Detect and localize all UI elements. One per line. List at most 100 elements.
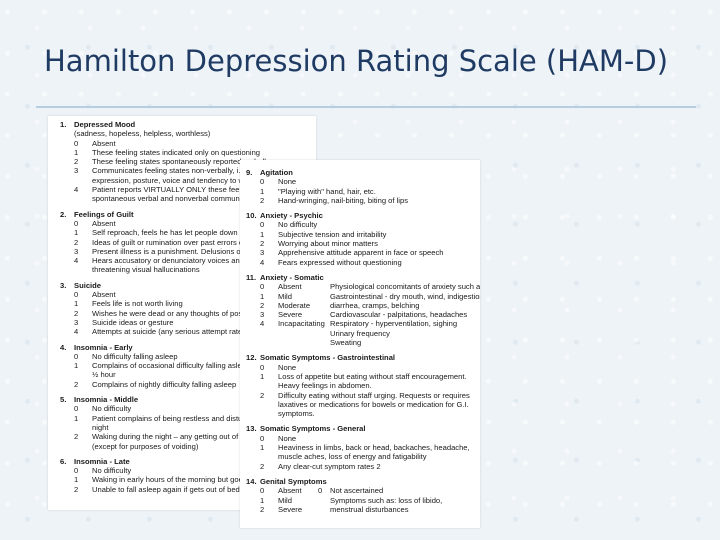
score-option: 4 Incapacitating Respiratory - hyperventil…	[246, 319, 480, 328]
score-value: 0	[260, 282, 265, 292]
score-value: 4	[74, 327, 79, 337]
score-description: Fears expressed without questioning	[278, 257, 402, 267]
score-option: 2 Moderate diarrhea, cramps, belching	[246, 301, 480, 310]
score-value: 1	[260, 186, 265, 196]
score-option: 1 Feels life is not worth living	[60, 299, 316, 308]
score-value: 4	[74, 256, 79, 266]
score-option: 4 Fears expressed without questioning	[246, 258, 480, 267]
score-option: 0 No difficulty	[246, 220, 480, 229]
score-value: 2	[74, 157, 79, 167]
item-heading: 14. Genital Symptoms	[246, 477, 480, 486]
scale-item: 2. Feelings of Guilt 0 Absent 1 Self reproach…	[60, 210, 316, 275]
score-value-alt	[318, 505, 330, 514]
score-description-cont: spontaneous verbal and nonverbal communi…	[92, 194, 262, 204]
score-option: 2 Wishes he were dead or any thoughts of …	[60, 309, 316, 318]
score-value: 2	[260, 239, 265, 249]
score-value: 0	[74, 218, 79, 228]
item-heading: 1. Depressed Mood	[60, 120, 316, 129]
score-value: 3	[260, 310, 265, 320]
score-label: Moderate	[278, 300, 311, 310]
scale-item: 13. Somatic Symptoms - General 0 None 1 Heavi…	[246, 424, 480, 470]
score-description: Absent	[92, 218, 116, 228]
score-option: 1 Mild Gastrointestinal - dry mouth, wind,…	[246, 292, 480, 301]
scale-item: 1. Depressed Mood (sadness, hopeless, help…	[60, 120, 316, 204]
score-description: None	[278, 433, 297, 443]
score-value: 0	[260, 362, 265, 372]
score-option: 2 Ideas of guilt or rumination over past …	[60, 238, 316, 247]
score-option: 1 Waking in early hours of the morning bu…	[60, 475, 316, 484]
item-number: 2.	[60, 209, 67, 219]
score-description: Absent	[92, 138, 116, 148]
score-description: Not ascertained	[330, 486, 384, 496]
score-description: No difficulty	[92, 466, 132, 476]
score-description: Present illness is a punishment. Delusio…	[92, 246, 259, 256]
score-option: 2 Worrying about minor matters	[246, 239, 480, 248]
score-option: 4 Attempts at suicide (any serious attemp…	[60, 327, 316, 336]
score-description: No difficulty	[92, 404, 132, 414]
item-number: 6.	[60, 456, 67, 466]
scale-item: 12. Somatic Symptoms - Gastrointestinal 0 N…	[246, 353, 480, 418]
score-description: Waking in early hours of the morning but…	[92, 475, 294, 485]
score-value: 4	[260, 319, 265, 329]
item-heading: 9. Agitation	[246, 168, 480, 177]
score-option: 2 Difficulty eating without staff urging.…	[246, 391, 480, 400]
score-description: Suicide ideas or gesture	[92, 317, 174, 327]
score-option: 0 No difficulty falling asleep	[60, 352, 316, 361]
item-heading: 3. Suicide	[60, 281, 316, 290]
score-description: Patient complains of being restless and …	[92, 413, 294, 423]
scale-item: 5. Insomnia - Middle 0 No difficulty 1 Patien…	[60, 395, 316, 451]
score-description: No difficulty falling asleep	[92, 351, 178, 361]
score-description: Ideas of guilt or rumination over past e…	[92, 237, 289, 247]
score-option: 4 Patient reports VIRTUALLY ONLY these fe…	[60, 185, 316, 194]
item-title: Suicide	[74, 280, 102, 290]
score-description: Hears accusatory or denunciatory voices …	[92, 256, 296, 266]
score-value: 1	[74, 299, 79, 309]
score-description: Attempts at suicide (any serious attempt…	[92, 327, 255, 337]
item-number: 14.	[246, 476, 257, 486]
score-value: 2	[74, 432, 79, 442]
score-option: 0 Absent	[60, 219, 316, 228]
score-value: 2	[74, 379, 79, 389]
score-value: 1	[74, 413, 79, 423]
score-value: 1	[260, 371, 265, 381]
score-option: 1 Heaviness in limbs, back or head, backa…	[246, 443, 480, 452]
score-label: Mild	[278, 291, 292, 301]
score-description-cont: ½ hour	[92, 370, 116, 380]
score-description-cont: threatening visual hallucinations	[92, 265, 200, 275]
score-value: 1	[260, 291, 265, 301]
score-description-cont: Heavy feelings in abdomen.	[278, 381, 372, 391]
score-option: 2 Waking during the night – any getting o…	[60, 432, 316, 441]
score-label: Absent	[278, 282, 302, 292]
score-option: 0 Absent Physiological concomitants of anx…	[246, 282, 480, 291]
title-divider	[36, 106, 696, 108]
symptom-extra: Sweating	[330, 338, 362, 348]
score-option: 2 Any clear-cut symptom rates 2	[246, 462, 480, 471]
score-value: 0	[74, 138, 79, 148]
score-description: Complains of nightly difficulty falling …	[92, 379, 237, 389]
score-description-cont: (except for purposes of voiding)	[92, 441, 199, 451]
symptom-extra: Urinary frequency	[330, 328, 390, 338]
scale-item: 3. Suicide 0 Absent 1 Feels life is not worth…	[60, 281, 316, 337]
score-value: 2	[74, 484, 79, 494]
scale-page-right: 9. Agitation 0 None 1 "Playing with" hand, ha…	[240, 160, 480, 528]
item-heading: 10. Anxiety - Psychic	[246, 211, 480, 220]
score-value: 0	[260, 486, 265, 496]
score-value: 1	[260, 443, 265, 453]
score-option: 0 None	[246, 363, 480, 372]
score-label: Severe	[278, 504, 303, 514]
item-number: 9.	[246, 168, 253, 177]
score-option: 0 No difficulty	[60, 404, 316, 413]
item-subtitle: (sadness, hopeless, helpless, worthless)	[74, 129, 211, 139]
score-description: None	[278, 362, 297, 372]
score-option: 2 Severe menstrual disturbances	[246, 505, 480, 514]
score-value: 3	[74, 166, 79, 176]
score-option: 0 Absent 0 Not ascertained	[246, 486, 480, 495]
score-option: 4 Hears accusatory or denunciatory voices…	[60, 256, 316, 265]
score-option: 1 These feeling states indicated only on …	[60, 148, 316, 157]
score-value: 0	[74, 290, 79, 300]
score-label: Severe	[278, 310, 303, 320]
score-option: 1 Self reproach, feels he has let people …	[60, 228, 316, 237]
score-value: 3	[74, 246, 79, 256]
score-value: 2	[260, 195, 265, 205]
score-description: Symptoms such as: loss of libido,	[330, 495, 443, 505]
